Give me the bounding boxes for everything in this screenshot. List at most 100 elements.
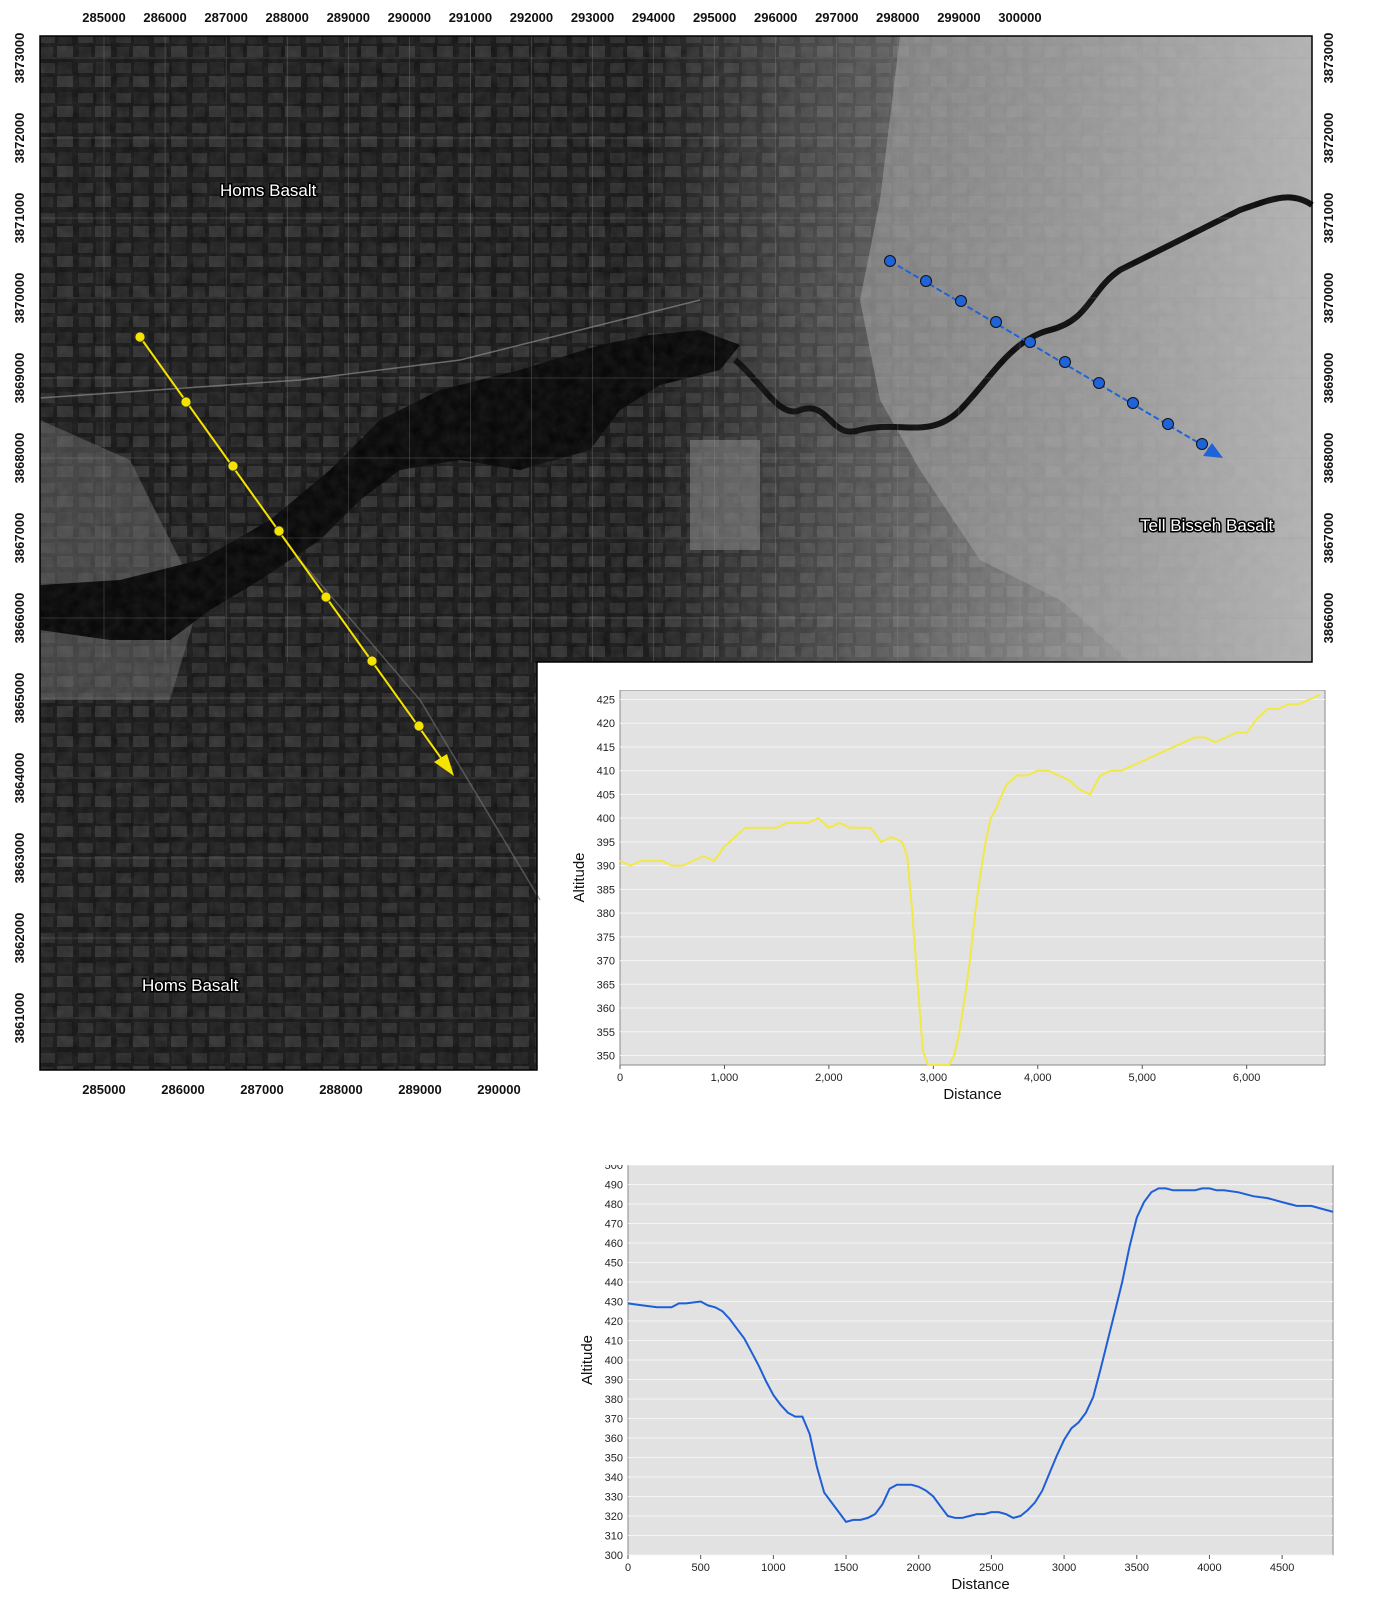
map-top-tick-label: 293000 bbox=[571, 10, 614, 25]
x-tick-label: 1000 bbox=[761, 1562, 785, 1574]
map-right-tick-label: 3867000 bbox=[1321, 513, 1336, 564]
map-right-tick: 3869000 bbox=[1321, 353, 1336, 404]
map-left-tick: 3871000 bbox=[12, 193, 27, 244]
y-tick-label: 470 bbox=[605, 1219, 623, 1231]
y-tick-label: 350 bbox=[597, 1051, 615, 1063]
map-top-tick-label: 298000 bbox=[876, 10, 919, 25]
road bbox=[299, 559, 541, 901]
homs-basalt-label-south: Homs Basalt bbox=[142, 976, 239, 995]
blue-profile-point bbox=[1162, 418, 1174, 430]
y-tick-label: 360 bbox=[597, 1003, 615, 1015]
yellow-profile-point bbox=[180, 396, 192, 408]
map-top-tick-label: 300000 bbox=[998, 10, 1041, 25]
map-right-tick: 3871000 bbox=[1321, 193, 1336, 244]
y-tick-label: 330 bbox=[605, 1492, 623, 1504]
y-tick-label: 355 bbox=[597, 1027, 615, 1039]
x-tick-label: 2000 bbox=[906, 1562, 930, 1574]
map-right-tick: 3868000 bbox=[1321, 433, 1336, 484]
x-tick-label: 4,000 bbox=[1024, 1072, 1052, 1084]
x-tick-label: 500 bbox=[692, 1562, 710, 1574]
map-left-tick: 3868000 bbox=[12, 433, 27, 484]
y-tick-label: 395 bbox=[597, 837, 615, 849]
blue-profile-point bbox=[1059, 356, 1071, 368]
map-right-tick: 3873000 bbox=[1321, 33, 1336, 84]
map-bottom-tick-label: 285000 bbox=[82, 1082, 125, 1097]
y-tick-label: 460 bbox=[605, 1238, 623, 1250]
yellow-profile-point bbox=[366, 655, 378, 667]
yellow-profile-line bbox=[134, 331, 454, 776]
map-left-tick-label: 3873000 bbox=[12, 33, 27, 84]
map-bottom-tick-label: 288000 bbox=[319, 1082, 362, 1097]
map-bottom-tick-label: 290000 bbox=[477, 1082, 520, 1097]
map-right-tick-label: 3871000 bbox=[1321, 193, 1336, 244]
map-left-tick: 3861000 bbox=[12, 993, 27, 1044]
y-tick-label: 390 bbox=[597, 861, 615, 873]
map-left-tick-label: 3868000 bbox=[12, 433, 27, 484]
y-axis-title-group: Altitude bbox=[579, 1335, 596, 1385]
map-top-tick-label: 292000 bbox=[510, 10, 553, 25]
map-left-tick-label: 3865000 bbox=[12, 673, 27, 724]
y-tick-label: 450 bbox=[605, 1258, 623, 1270]
y-tick-label: 410 bbox=[605, 1336, 623, 1348]
map-right-tick-label: 3866000 bbox=[1321, 593, 1336, 644]
map-bottom-tick-label: 286000 bbox=[161, 1082, 204, 1097]
yellow-elevation-profile-chart: 350 355 360 365 370 375 380 385 390 395 400 405 410 4… bbox=[571, 690, 1326, 1103]
blue-profile-point bbox=[884, 255, 896, 267]
y-tick-label: 400 bbox=[597, 813, 615, 825]
yellow-profile-path bbox=[139, 336, 447, 766]
x-tick-label: 2500 bbox=[979, 1562, 1003, 1574]
y-tick-label: 420 bbox=[597, 718, 615, 730]
yellow-profile-point bbox=[320, 591, 332, 603]
y-tick-label: 440 bbox=[605, 1277, 623, 1289]
map-left-tick: 3866000 bbox=[12, 593, 27, 644]
y-tick-label: 400 bbox=[605, 1355, 623, 1367]
map-top-tick-label: 289000 bbox=[327, 10, 370, 25]
map-left-tick: 3869000 bbox=[12, 353, 27, 404]
map-right-tick: 3872000 bbox=[1321, 113, 1336, 164]
y-tick-label: 360 bbox=[605, 1433, 623, 1445]
map-left-tick-label: 3864000 bbox=[12, 753, 27, 804]
blue-profile-point bbox=[920, 275, 932, 287]
map-top-tick-label: 295000 bbox=[693, 10, 736, 25]
map-top-tick-label: 296000 bbox=[754, 10, 797, 25]
map-top-tick-label: 299000 bbox=[937, 10, 980, 25]
x-tick-label: 3500 bbox=[1125, 1562, 1149, 1574]
y-axis-title: Altitude bbox=[579, 1335, 596, 1385]
map-left-tick: 3863000 bbox=[12, 833, 27, 884]
map-right-tick-label: 3870000 bbox=[1321, 273, 1336, 324]
homs-basalt-label-north: Homs Basalt bbox=[220, 181, 317, 200]
y-axis-title: Altitude bbox=[571, 852, 588, 902]
map-right-tick: 3870000 bbox=[1321, 273, 1336, 324]
y-tick-label: 415 bbox=[597, 742, 615, 754]
map-gridlines bbox=[40, 36, 1312, 1019]
y-tick-label: 370 bbox=[605, 1414, 623, 1426]
map-left-tick-label: 3861000 bbox=[12, 993, 27, 1044]
y-tick-label: 410 bbox=[597, 766, 615, 778]
y-tick-label: 340 bbox=[605, 1472, 623, 1484]
tell-bisseh-basalt-label: Tell Bisseh Basalt bbox=[1140, 516, 1274, 535]
series-line bbox=[627, 1187, 1334, 1524]
map-left-tick: 3867000 bbox=[12, 513, 27, 564]
yellow-profile-point bbox=[273, 525, 285, 537]
y-tick-label: 480 bbox=[605, 1199, 623, 1211]
y-tick-label: 420 bbox=[605, 1316, 623, 1328]
x-axis-title: Distance bbox=[951, 1576, 1009, 1593]
blue-profile-point bbox=[1093, 377, 1105, 389]
map-left-tick-label: 3867000 bbox=[12, 513, 27, 564]
x-axis-title: Distance bbox=[943, 1086, 1001, 1103]
map-image bbox=[39, 36, 1314, 1070]
map-top-tick-label: 290000 bbox=[388, 10, 431, 25]
map-top-tick-label: 294000 bbox=[632, 10, 675, 25]
x-tick-label: 4000 bbox=[1197, 1562, 1221, 1574]
map-tick-labels: 285000 286000 287000 288000 289000 290000 2910… bbox=[12, 10, 1336, 1097]
x-tick-label: 4500 bbox=[1270, 1562, 1294, 1574]
y-tick-label: 380 bbox=[605, 1394, 623, 1406]
y-tick-label: 385 bbox=[597, 884, 615, 896]
y-tick-label: 500 bbox=[605, 1165, 623, 1172]
y-tick-label: 380 bbox=[597, 908, 615, 920]
map-top-tick-label: 288000 bbox=[265, 10, 308, 25]
blue-profile-point bbox=[990, 316, 1002, 328]
blue-profile-point bbox=[955, 295, 967, 307]
y-tick-label: 300 bbox=[605, 1550, 623, 1562]
y-tick-label: 370 bbox=[597, 956, 615, 968]
